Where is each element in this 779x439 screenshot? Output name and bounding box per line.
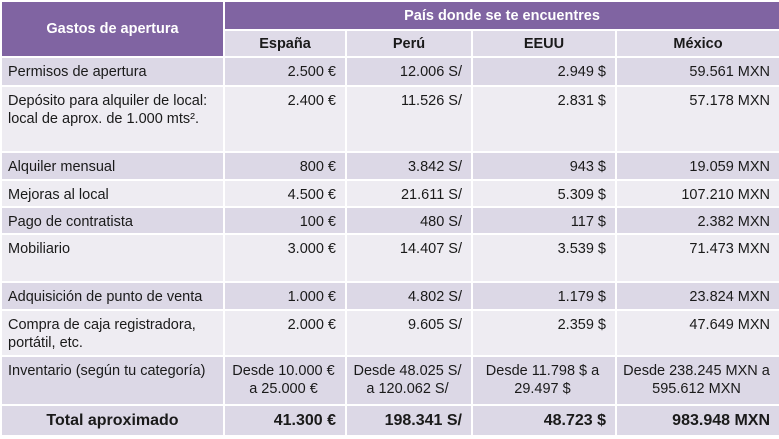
total-spain: 41.300 € xyxy=(223,404,347,437)
row-label: Mejoras al local xyxy=(0,179,225,208)
row-label: Adquisición de punto de venta xyxy=(0,281,225,311)
cell-mexico: Desde 238.245 MXN a 595.612 MXN xyxy=(614,355,779,406)
table-row: Adquisición de punto de venta 1.000 € 4.… xyxy=(0,281,779,311)
total-peru: 198.341 S/ xyxy=(345,404,473,437)
cell-peru: 21.611 S/ xyxy=(345,179,473,208)
cell-spain: Desde 10.000 € a 25.000 € xyxy=(223,355,347,406)
total-mexico: 983.948 MXN xyxy=(614,404,779,437)
cell-mexico: 71.473 MXN xyxy=(614,233,779,283)
cell-mexico: 59.561 MXN xyxy=(614,56,779,87)
cell-usa: 117 $ xyxy=(471,206,617,235)
cell-usa: 943 $ xyxy=(471,151,617,181)
total-label: Total aproximado xyxy=(0,404,225,437)
cell-spain: 2.400 € xyxy=(223,85,347,153)
cell-usa: 2.359 $ xyxy=(471,309,617,357)
cell-spain: 100 € xyxy=(223,206,347,235)
cell-mexico: 23.824 MXN xyxy=(614,281,779,311)
table-row: Depósito para alquiler de local: local d… xyxy=(0,85,779,153)
cell-usa: 1.179 $ xyxy=(471,281,617,311)
cell-usa: 3.539 $ xyxy=(471,233,617,283)
table-row: Pago de contratista 100 € 480 S/ 117 $ 2… xyxy=(0,206,779,235)
cell-spain: 1.000 € xyxy=(223,281,347,311)
cell-mexico: 19.059 MXN xyxy=(614,151,779,181)
cell-mexico: 47.649 MXN xyxy=(614,309,779,357)
row-label: Alquiler mensual xyxy=(0,151,225,181)
cell-peru: 9.605 S/ xyxy=(345,309,473,357)
table-row: Permisos de apertura 2.500 € 12.006 S/ 2… xyxy=(0,56,779,87)
table-row: Alquiler mensual 800 € 3.842 S/ 943 $ 19… xyxy=(0,151,779,181)
table-row: Mejoras al local 4.500 € 21.611 S/ 5.309… xyxy=(0,179,779,208)
cell-usa: 2.949 $ xyxy=(471,56,617,87)
cell-mexico: 2.382 MXN xyxy=(614,206,779,235)
table-row: Mobiliario 3.000 € 14.407 S/ 3.539 $ 71.… xyxy=(0,233,779,283)
row-label: Inventario (según tu categoría) xyxy=(0,355,225,406)
cell-peru: Desde 48.025 S/ a 120.062 S/ xyxy=(345,355,473,406)
cell-peru: 4.802 S/ xyxy=(345,281,473,311)
row-label: Pago de contratista xyxy=(0,206,225,235)
cell-peru: 3.842 S/ xyxy=(345,151,473,181)
country-header-peru: Perú xyxy=(345,29,473,58)
table-row: Compra de caja registradora, portátil, e… xyxy=(0,309,779,357)
cell-spain: 2.000 € xyxy=(223,309,347,357)
cell-spain: 4.500 € xyxy=(223,179,347,208)
cell-mexico: 57.178 MXN xyxy=(614,85,779,153)
row-label: Permisos de apertura xyxy=(0,56,225,87)
cell-usa: 2.831 $ xyxy=(471,85,617,153)
cell-spain: 2.500 € xyxy=(223,56,347,87)
cell-spain: 800 € xyxy=(223,151,347,181)
cell-peru: 11.526 S/ xyxy=(345,85,473,153)
cell-mexico: 107.210 MXN xyxy=(614,179,779,208)
cell-usa: Desde 11.798 $ a 29.497 $ xyxy=(471,355,617,406)
country-group-header: País donde se te encuentres xyxy=(222,0,779,31)
cell-peru: 12.006 S/ xyxy=(345,56,473,87)
cell-peru: 480 S/ xyxy=(345,206,473,235)
cell-spain: 3.000 € xyxy=(223,233,347,283)
row-label: Mobiliario xyxy=(0,233,225,283)
country-header-usa: EEUU xyxy=(471,29,617,58)
row-label: Depósito para alquiler de local: local d… xyxy=(0,85,225,153)
total-usa: 48.723 $ xyxy=(471,404,617,437)
country-header-mexico: México xyxy=(614,29,779,58)
corner-header: Gastos de apertura xyxy=(0,0,225,58)
cell-usa: 5.309 $ xyxy=(471,179,617,208)
row-label: Compra de caja registradora, portátil, e… xyxy=(0,309,225,357)
cell-peru: 14.407 S/ xyxy=(345,233,473,283)
country-header-spain: España xyxy=(223,29,347,58)
table-row: Inventario (según tu categoría) Desde 10… xyxy=(0,355,779,406)
total-row: Total aproximado 41.300 € 198.341 S/ 48.… xyxy=(0,404,779,437)
